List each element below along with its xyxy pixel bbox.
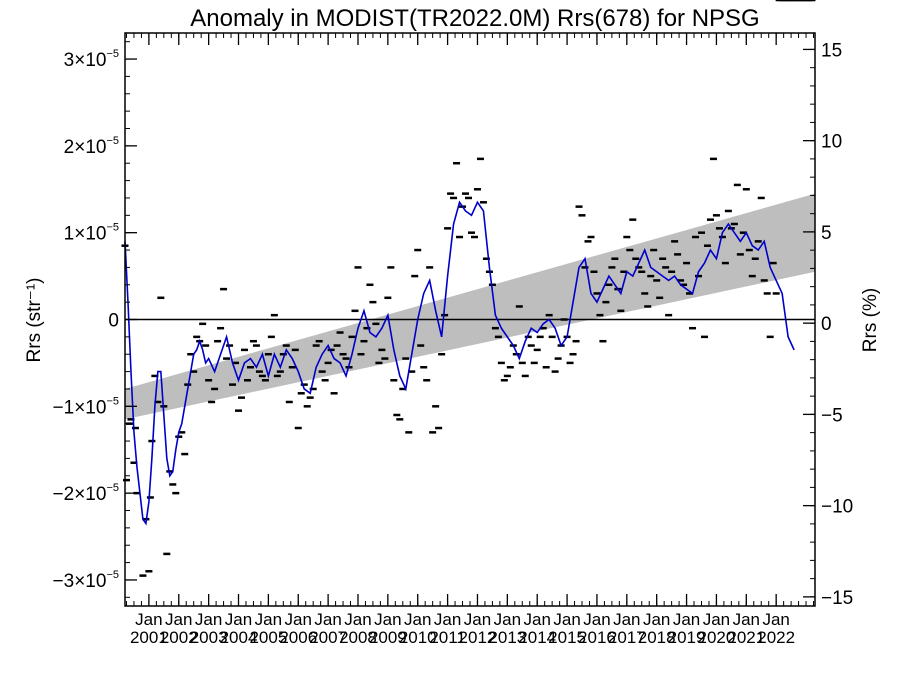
x-tick-month: Jan — [404, 610, 431, 629]
y-right-tick-label: 0 — [821, 314, 832, 335]
y-left-tick-label: 0 — [108, 311, 119, 332]
x-tick-year: 2015 — [548, 628, 586, 647]
y-left-tick-exponent: −5 — [106, 48, 119, 60]
x-tick-year: 2018 — [638, 628, 676, 647]
x-tick-month: Jan — [613, 610, 640, 629]
x-tick-year: 2001 — [130, 628, 168, 647]
axis-ticks: −3×10−5−2×10−5−1×10−501×10−52×10−53×10−5… — [53, 33, 853, 647]
y-right-tick-label: 10 — [821, 132, 842, 153]
x-tick-year: 2014 — [518, 628, 556, 647]
trend-uncertainty-band — [125, 193, 815, 420]
x-tick-month: Jan — [733, 610, 760, 629]
x-tick-month: Jan — [195, 610, 222, 629]
x-tick-year: 2016 — [578, 628, 616, 647]
x-tick-month: Jan — [523, 610, 550, 629]
y-right-tick-label: 15 — [821, 40, 842, 61]
monthly-anomaly-points — [121, 0, 816, 577]
y-axis-right-label: Rrs (%) — [860, 288, 881, 352]
y-left-tick-mantissa: 1×10 — [64, 224, 107, 245]
x-tick-month: Jan — [135, 610, 162, 629]
y-left-tick-mantissa: −1×10 — [53, 397, 107, 418]
y-left-tick-mantissa: 2×10 — [64, 137, 107, 158]
x-tick-month: Jan — [255, 610, 282, 629]
x-tick-month: Jan — [553, 610, 580, 629]
x-tick-month: Jan — [643, 610, 670, 629]
x-tick-year: 2022 — [757, 628, 795, 647]
y-left-tick-label: 3×10−5 — [64, 48, 119, 71]
x-tick-year: 2005 — [249, 628, 287, 647]
chart-title: Anomaly in MODIST(TR2022.0M) Rrs(678) fo… — [190, 5, 759, 32]
y-axis-left-label: Rrs (str⁻¹) — [24, 278, 45, 363]
x-tick-year: 2010 — [399, 628, 437, 647]
y-right-tick-label: −15 — [821, 588, 853, 609]
y-left-tick-exponent: −5 — [106, 222, 119, 234]
x-tick-year: 2003 — [190, 628, 228, 647]
x-tick-year: 2008 — [339, 628, 377, 647]
x-tick-year: 2009 — [369, 628, 407, 647]
y-left-tick-label: −2×10−5 — [53, 482, 119, 505]
x-tick-year: 2006 — [279, 628, 317, 647]
y-left-tick-mantissa: 0 — [108, 311, 119, 332]
x-tick-year: 2017 — [608, 628, 646, 647]
x-tick-year: 2021 — [727, 628, 765, 647]
x-tick-month: Jan — [583, 610, 610, 629]
x-tick-month: Jan — [762, 610, 789, 629]
y-left-tick-label: −3×10−5 — [53, 569, 119, 592]
y-left-tick-mantissa: −3×10 — [53, 571, 107, 592]
x-tick-month: Jan — [434, 610, 461, 629]
x-tick-year: 2004 — [220, 628, 258, 647]
y-left-tick-exponent: −5 — [106, 569, 119, 581]
x-tick-month: Jan — [673, 610, 700, 629]
x-tick-year: 2019 — [668, 628, 706, 647]
x-tick-month: Jan — [344, 610, 371, 629]
y-left-tick-exponent: −5 — [106, 395, 119, 407]
x-tick-month: Jan — [494, 610, 521, 629]
y-left-tick-label: 1×10−5 — [64, 222, 119, 245]
x-tick-year: 2013 — [488, 628, 526, 647]
y-left-tick-label: 2×10−5 — [64, 135, 119, 158]
x-tick-month: Jan — [703, 610, 730, 629]
y-left-tick-label: −1×10−5 — [53, 395, 119, 418]
y-right-tick-label: −10 — [821, 497, 853, 518]
x-tick-month: Jan — [374, 610, 401, 629]
x-tick-year: 2007 — [309, 628, 347, 647]
y-right-tick-label: −5 — [821, 405, 843, 426]
x-tick-month: Jan — [314, 610, 341, 629]
smoothed-anomaly-line — [124, 200, 795, 526]
x-tick-year: 2012 — [459, 628, 497, 647]
x-tick-month: Jan — [285, 610, 312, 629]
x-tick-year: 2020 — [698, 628, 736, 647]
x-tick-month: Jan — [225, 610, 252, 629]
x-tick-month: Jan — [165, 610, 192, 629]
y-left-tick-mantissa: 3×10 — [64, 50, 107, 71]
x-tick-month: Jan — [464, 610, 491, 629]
y-left-tick-exponent: −5 — [106, 482, 119, 494]
x-tick-year: 2002 — [160, 628, 198, 647]
y-left-tick-exponent: −5 — [106, 135, 119, 147]
x-tick-year: 2011 — [429, 628, 466, 647]
y-right-tick-label: 5 — [821, 223, 832, 244]
y-left-tick-mantissa: −2×10 — [53, 484, 107, 505]
